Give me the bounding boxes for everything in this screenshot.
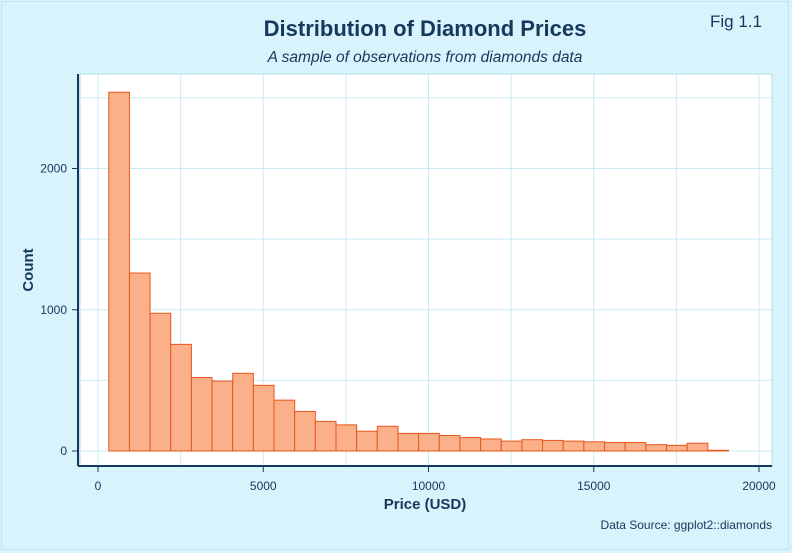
y-tick-label: 1000: [40, 303, 67, 317]
histogram-bar: [211, 380, 234, 452]
histogram-bar: [624, 442, 647, 452]
x-tick-label: 5000: [250, 479, 277, 493]
histogram-bar: [604, 442, 626, 452]
y-axis-label: Count: [20, 248, 37, 291]
histogram-bar: [686, 442, 709, 452]
histogram-bar: [521, 439, 544, 452]
x-tick-label: 0: [95, 479, 102, 493]
histogram-bar: [665, 444, 688, 452]
histogram-bar: [707, 449, 729, 452]
histogram-bar: [232, 372, 254, 452]
chart-subtitle: A sample of observations from diamonds d…: [267, 49, 583, 66]
histogram-bar: [190, 377, 213, 452]
x-axis-label: Price (USD): [384, 496, 467, 513]
x-tick-label: 20000: [742, 479, 776, 493]
histogram-bar: [294, 410, 316, 452]
histogram-bar: [459, 437, 482, 452]
chart-title: Distribution of Diamond Prices: [263, 16, 587, 41]
histogram-bar: [438, 434, 461, 452]
histogram-bar: [480, 438, 502, 452]
histogram-bar: [397, 432, 420, 452]
x-tick-label: 10000: [412, 479, 446, 493]
histogram-bar: [418, 432, 440, 452]
y-tick-label: 2000: [40, 162, 67, 176]
histogram-bar: [335, 424, 358, 452]
histogram-bar: [542, 439, 564, 452]
histogram-bar: [562, 440, 585, 452]
histogram-bar: [170, 343, 192, 452]
y-tick-label: 0: [60, 444, 67, 458]
histogram-bars: [108, 91, 729, 452]
histogram-bar: [252, 384, 275, 452]
histogram-bar: [583, 441, 606, 452]
histogram-bar: [273, 399, 296, 452]
histogram-bar: [108, 91, 130, 452]
histogram-bar: [149, 312, 172, 452]
histogram-bar: [128, 272, 151, 452]
axis-ticks: 0 5000 10000 15000 20000 0 1000 2000: [40, 162, 776, 494]
histogram-bar: [500, 440, 523, 452]
histogram-bar: [645, 444, 667, 452]
histogram-bar: [376, 425, 399, 452]
figure-label: Fig 1.1: [710, 12, 762, 31]
histogram-bar: [356, 430, 378, 452]
data-source-note: Data Source: ggplot2::diamonds: [600, 518, 772, 532]
x-tick-label: 15000: [577, 479, 611, 493]
histogram-bar: [314, 420, 337, 452]
